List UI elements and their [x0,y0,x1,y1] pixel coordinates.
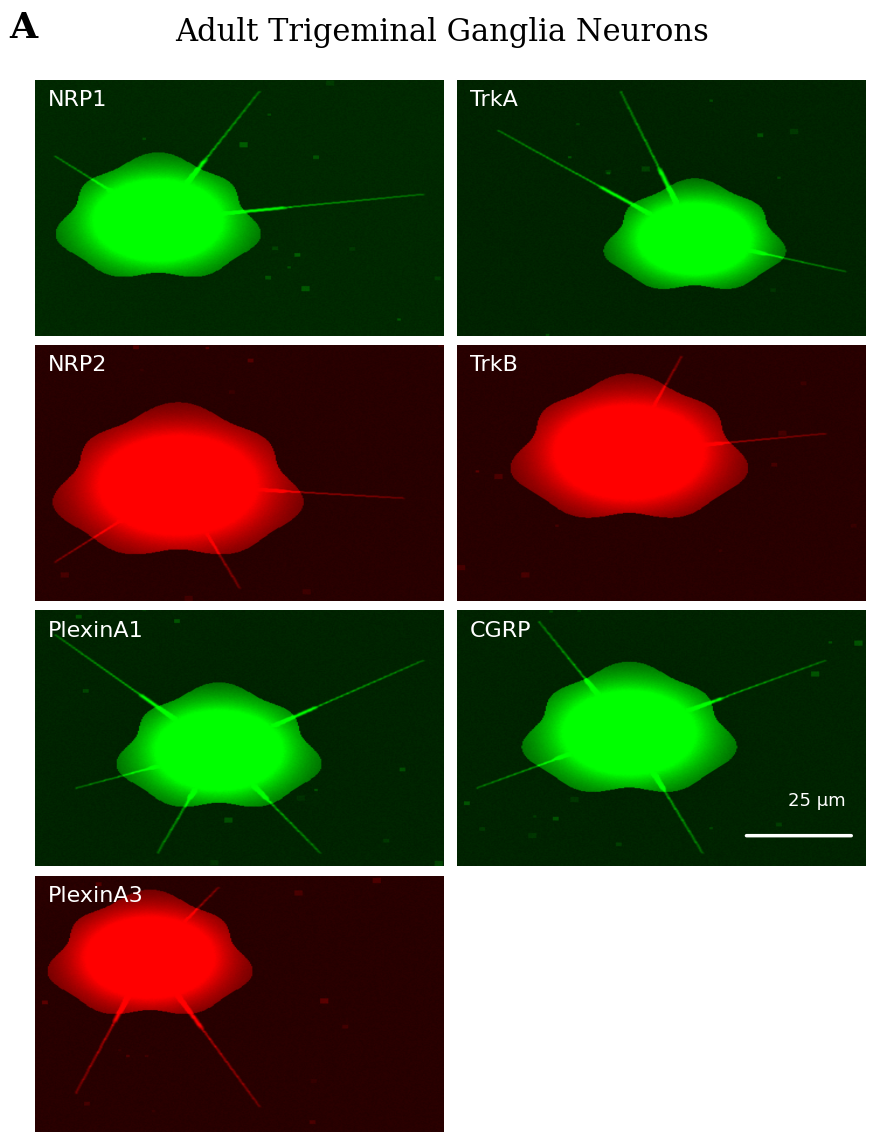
Text: 25 μm: 25 μm [789,792,846,810]
Text: NRP2: NRP2 [48,355,107,375]
Text: Adult Trigeminal Ganglia Neurons: Adult Trigeminal Ganglia Neurons [175,17,709,48]
Text: PlexinA3: PlexinA3 [48,886,143,905]
Text: CGRP: CGRP [469,621,531,640]
Text: NRP1: NRP1 [48,90,107,110]
Text: TrkB: TrkB [469,355,518,375]
Text: TrkA: TrkA [469,90,518,110]
Text: PlexinA1: PlexinA1 [48,621,143,640]
Text: A: A [9,11,37,46]
